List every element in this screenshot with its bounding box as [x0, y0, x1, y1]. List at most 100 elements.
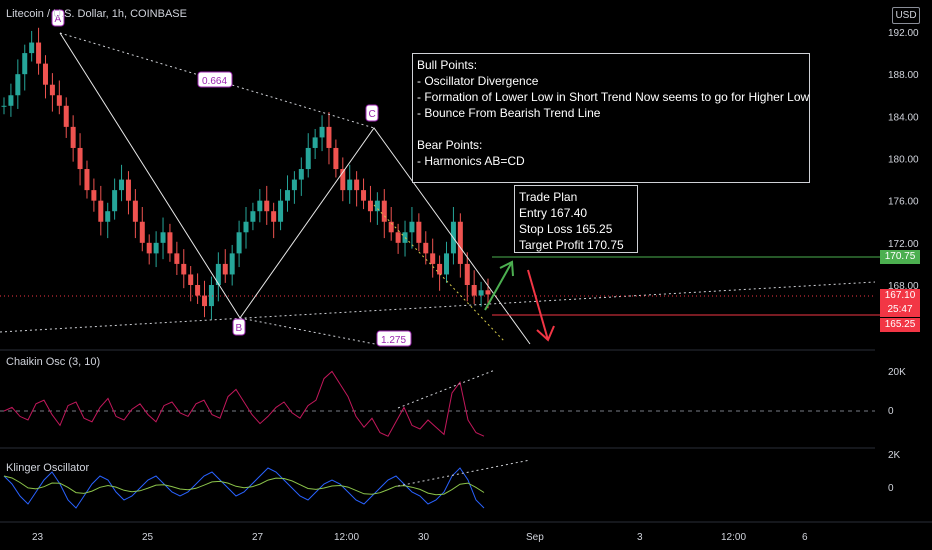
fib-ratio-label-box — [376, 330, 412, 347]
candle-body — [29, 42, 35, 54]
price-tick-label: 176.00 — [888, 197, 919, 208]
price-tick-label: 188.00 — [888, 70, 919, 81]
trade-plan-note[interactable]: Trade Plan Entry 167.40 Stop Loss 165.25… — [514, 185, 638, 253]
candle-body — [119, 179, 125, 191]
fib-extension-line — [239, 317, 381, 346]
time-tick-label: 23 — [32, 532, 44, 543]
price-tick-label: 172.00 — [888, 239, 919, 250]
candle-body — [471, 285, 477, 296]
target-price-tag: 170.75 — [880, 250, 920, 264]
chaikin-label: Chaikin Osc (3, 10) — [6, 356, 101, 368]
candle-body — [215, 263, 221, 285]
candle-body — [195, 285, 201, 296]
klinger-tick-label: 0 — [888, 483, 894, 494]
klinger-tick-label: 2K — [888, 450, 901, 461]
price-tick-label: 184.00 — [888, 112, 919, 123]
time-tick-label: 27 — [252, 532, 264, 543]
candle-body — [250, 211, 256, 222]
candle-body — [63, 105, 69, 127]
time-tick-label: 25 — [142, 532, 154, 543]
point-c-label-box — [365, 104, 379, 122]
candle-body — [174, 253, 180, 264]
price-tick-label: 180.00 — [888, 155, 919, 166]
time-tick-label: 12:00 — [334, 532, 359, 543]
fib-ratio-label-box — [197, 71, 233, 88]
chaikin-tick-label: 20K — [888, 367, 906, 378]
candle-body — [160, 232, 166, 243]
chaikin-tick-label: 0 — [888, 406, 894, 417]
candle-body — [49, 84, 55, 96]
candle-body — [139, 221, 145, 243]
candle-body — [146, 242, 152, 254]
candle-body — [70, 126, 76, 148]
symbol-title: Litecoin / U.S. Dollar, 1h, COINBASE — [6, 8, 187, 20]
candle-body — [181, 263, 187, 275]
klinger-label: Klinger Oscillator — [6, 462, 90, 474]
candle-body — [284, 190, 290, 201]
candle-body — [340, 169, 346, 191]
price-tick-label: 168.00 — [888, 281, 919, 292]
candle-body — [464, 263, 470, 285]
candle-body — [229, 253, 235, 275]
time-tick-label: 3 — [637, 532, 643, 543]
candle-body — [56, 95, 62, 106]
abcd-pattern — [59, 32, 531, 345]
bull-bear-note[interactable]: Bull Points: - Oscillator Divergence - F… — [412, 53, 810, 183]
candle-body — [444, 253, 450, 275]
trendline-lower — [0, 281, 876, 333]
point-c-label: C — [369, 109, 376, 120]
candle-body — [312, 137, 318, 148]
candle-body — [395, 232, 401, 243]
candle-body — [257, 200, 263, 212]
bull-arrow-head — [499, 260, 514, 277]
candle-body — [381, 200, 387, 222]
candle-body — [333, 147, 339, 170]
klinger-line — [3, 467, 485, 509]
candle-body — [84, 169, 90, 191]
candle-body — [402, 232, 408, 243]
stop-price-tag: 165.25 — [880, 318, 920, 332]
projection-line — [373, 204, 506, 343]
current-price-tag: 167.10 — [880, 289, 920, 303]
candle-body — [22, 53, 28, 75]
klinger-signal-line — [3, 475, 485, 496]
candle-body — [1, 105, 7, 107]
candle-body — [319, 126, 325, 138]
candle-body — [367, 200, 373, 212]
candle-body — [374, 200, 380, 212]
candle-body — [354, 179, 360, 191]
candle-body — [271, 211, 277, 222]
time-tick-label: 12:00 — [721, 532, 746, 543]
candle-body — [236, 232, 242, 254]
candle-body — [298, 169, 304, 180]
candle-body — [243, 221, 249, 233]
candle-body — [388, 221, 394, 233]
bear-arrow-head — [536, 325, 555, 342]
candle-body — [98, 200, 104, 222]
candle-body — [15, 74, 21, 96]
candle-body — [326, 126, 332, 148]
point-b-label-box — [232, 318, 246, 336]
candle-body — [409, 221, 415, 233]
time-tick-label: 6 — [802, 532, 808, 543]
candle-body — [112, 190, 118, 212]
fib-ratio-label: 0.664 — [202, 76, 227, 87]
candle-body — [202, 295, 208, 307]
candle-body — [430, 253, 436, 264]
candle-body — [8, 95, 14, 106]
candle-body — [153, 242, 159, 254]
candle-body — [423, 242, 429, 254]
candle-body — [132, 200, 138, 222]
price-tick-label: 192.00 — [888, 28, 919, 39]
candle-body — [291, 179, 297, 191]
candle-body — [208, 285, 214, 307]
candle-body — [77, 147, 83, 170]
candle-body — [361, 190, 367, 201]
currency-button[interactable]: USD — [892, 7, 920, 24]
candle-body — [125, 179, 131, 201]
candle-body — [437, 263, 443, 275]
time-tick-label: 30 — [418, 532, 430, 543]
candle-body — [36, 42, 42, 64]
